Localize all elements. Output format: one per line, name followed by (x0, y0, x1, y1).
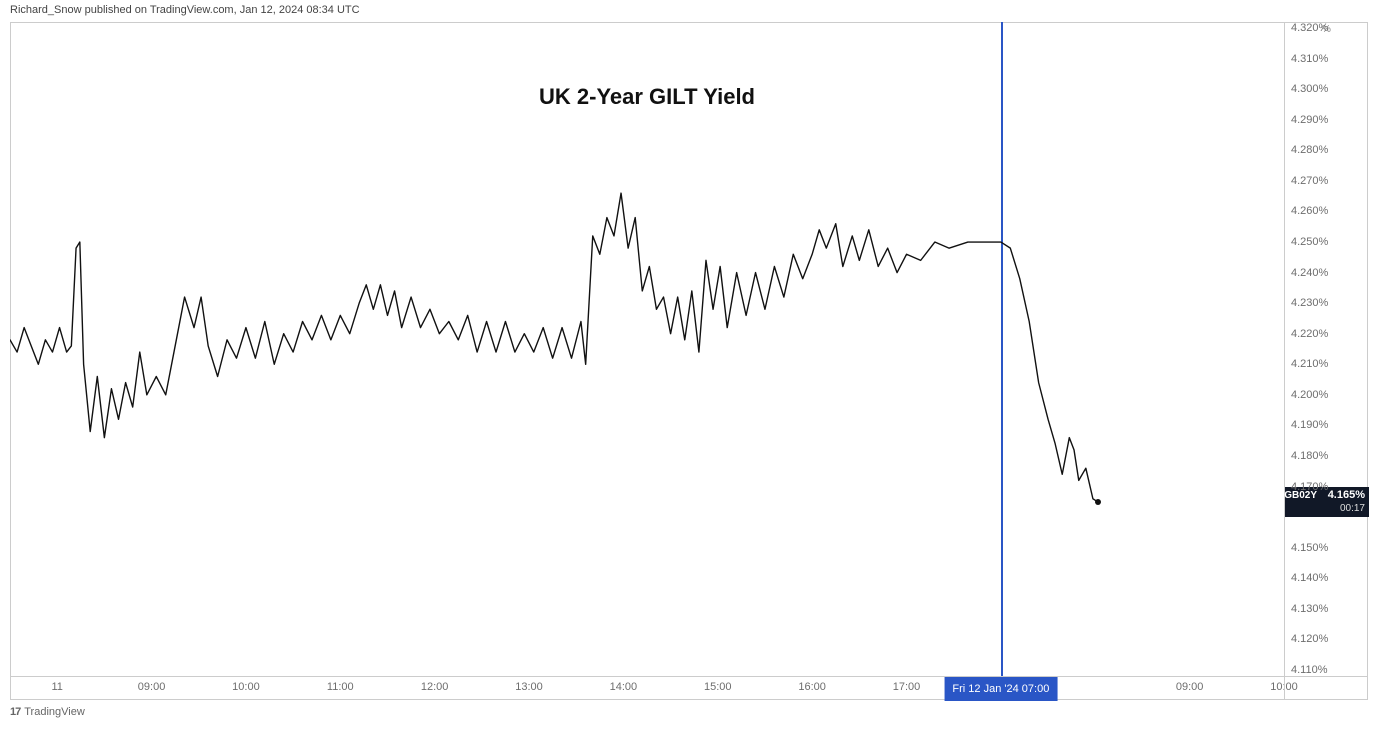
y-tick-label: 4.240% (1291, 267, 1328, 279)
last-price-countdown: 00:17 (1289, 502, 1369, 515)
chart-plot-area[interactable]: UK 2-Year GILT Yield (10, 22, 1284, 676)
y-tick-label: 4.210% (1291, 358, 1328, 370)
y-tick-label: 4.250% (1291, 236, 1328, 248)
y-tick-label: 4.230% (1291, 297, 1328, 309)
session-marker-flag[interactable]: Fri 12 Jan '24 07:00 (944, 677, 1057, 701)
x-tick-label: 15:00 (704, 681, 732, 693)
x-tick-label: 16:00 (798, 681, 826, 693)
y-tick-label: 4.270% (1291, 175, 1328, 187)
x-tick-label: 09:00 (138, 681, 166, 693)
y-tick-label: 4.260% (1291, 205, 1328, 217)
x-tick-label: 12:00 (421, 681, 449, 693)
y-tick-label: 4.180% (1291, 450, 1328, 462)
x-tick-label: 13:00 (515, 681, 543, 693)
y-tick-label: 4.220% (1291, 328, 1328, 340)
y-tick-label: 4.200% (1291, 389, 1328, 401)
publisher-info: Richard_Snow published on TradingView.co… (10, 4, 360, 16)
y-tick-label: 4.130% (1291, 603, 1328, 615)
y-tick-label: 4.320% (1291, 22, 1328, 34)
price-line-series (10, 22, 1284, 676)
x-tick-label: 11 (51, 681, 62, 693)
x-tick-label: 17:00 (893, 681, 921, 693)
y-tick-label: 4.120% (1291, 633, 1328, 645)
y-tick-label: 4.110% (1291, 664, 1328, 676)
y-tick-label: 4.190% (1291, 419, 1328, 431)
x-tick-label: 10:00 (232, 681, 260, 693)
y-tick-label: 4.170% (1291, 481, 1328, 493)
x-tick-label: 09:00 (1176, 681, 1204, 693)
x-tick-label: 11:00 (327, 681, 354, 693)
y-axis[interactable]: % GB02Y 4.165% 00:17 4.320%4.310%4.300%4… (1284, 22, 1368, 676)
x-axis[interactable]: 11 09:00 10:00 11:00 12:00 13:00 14:00 15:00 16:… (10, 676, 1284, 700)
brand-name: TradingView (24, 706, 85, 718)
last-price-dot (1095, 499, 1101, 505)
y-tick-label: 4.150% (1291, 542, 1328, 554)
y-tick-label: 4.290% (1291, 114, 1328, 126)
y-tick-label: 4.140% (1291, 572, 1328, 584)
tradingview-logo-icon: 17 (10, 706, 20, 718)
brand-footer[interactable]: 17 TradingView (10, 706, 85, 718)
y-tick-label: 4.280% (1291, 144, 1328, 156)
y-tick-label: 4.310% (1291, 53, 1328, 65)
axis-corner (1284, 676, 1368, 700)
x-tick-label: 14:00 (610, 681, 638, 693)
y-tick-label: 4.300% (1291, 83, 1328, 95)
